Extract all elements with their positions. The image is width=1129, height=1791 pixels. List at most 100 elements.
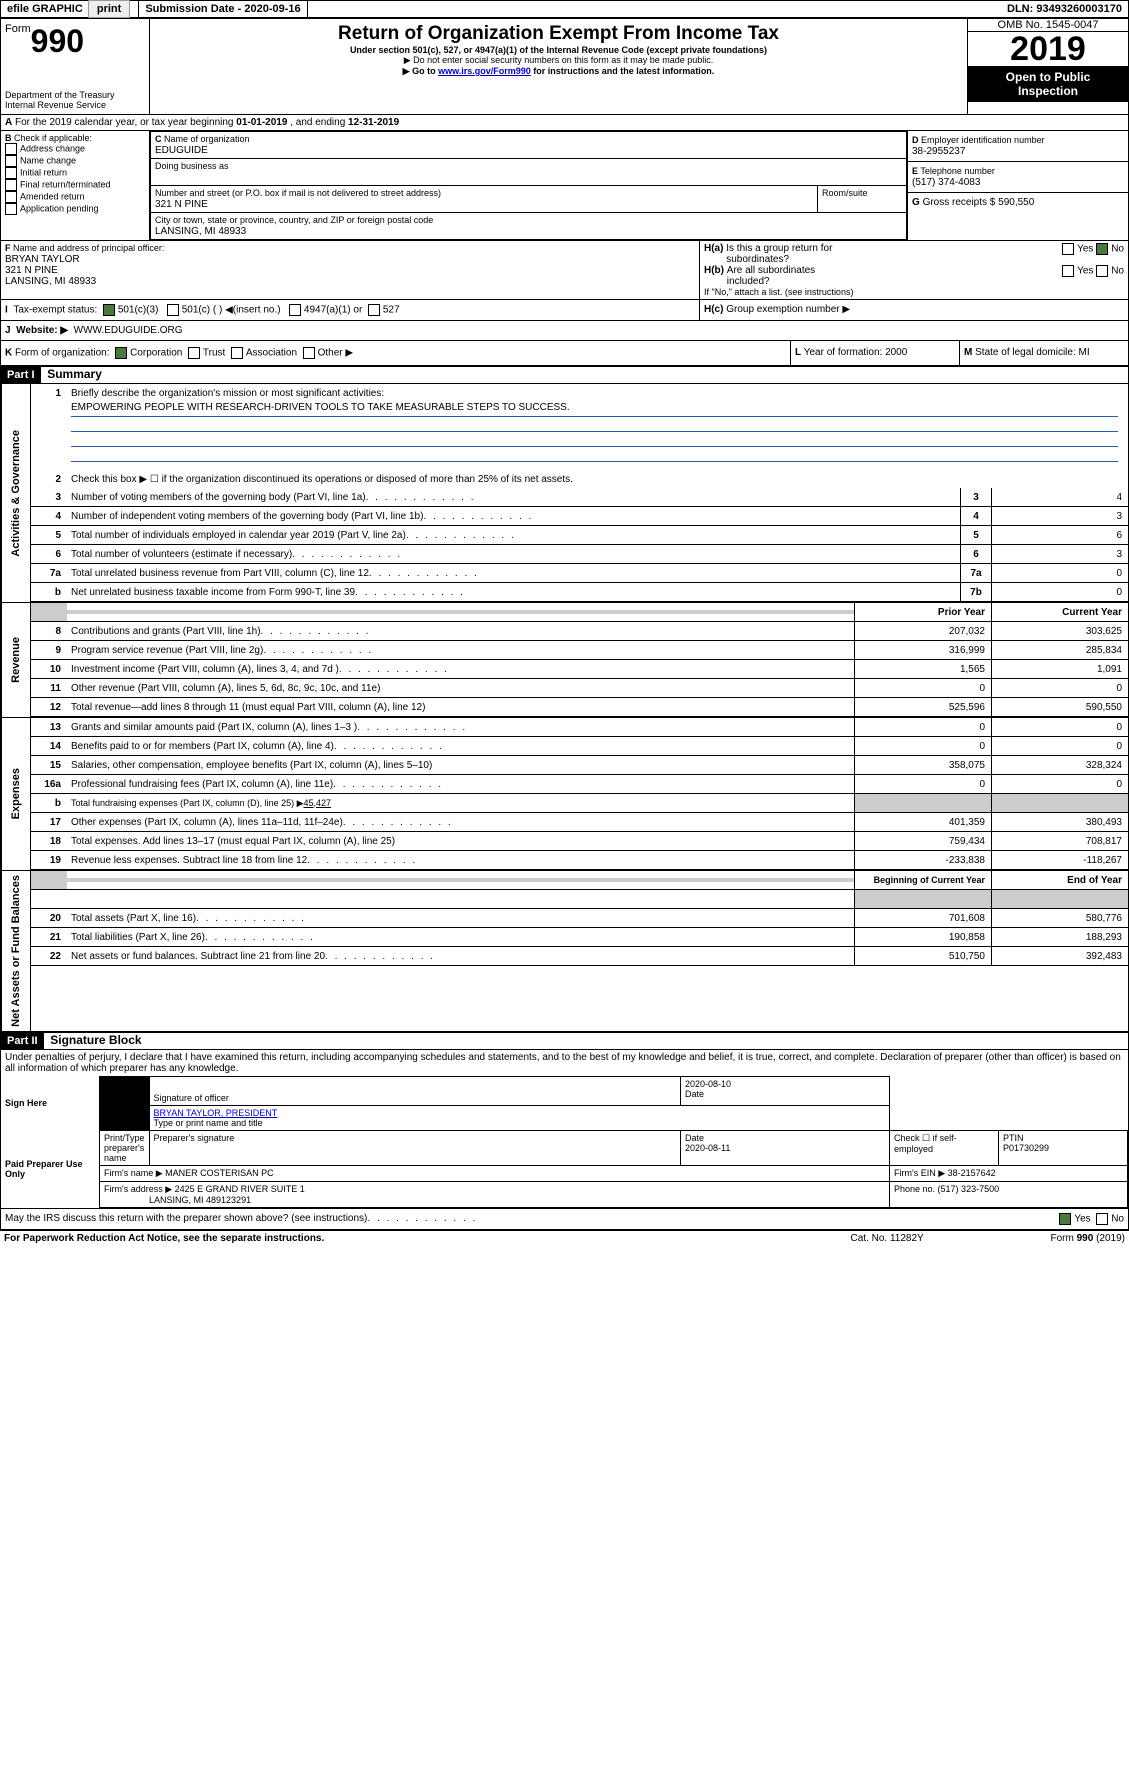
- cb-ha-no[interactable]: [1096, 243, 1108, 255]
- sidebar-expenses: Expenses: [8, 764, 24, 823]
- val-5: 6: [991, 526, 1128, 544]
- line-19: Revenue less expenses. Subtract line 18 …: [67, 853, 854, 868]
- cb-501c[interactable]: [167, 304, 179, 316]
- officer-sig-name[interactable]: BRYAN TAYLOR, PRESIDENT: [154, 1108, 278, 1118]
- r8-curr: 303,625: [991, 622, 1128, 640]
- cb-hb-no[interactable]: [1096, 265, 1108, 277]
- val-6: 3: [991, 545, 1128, 563]
- irs-label: Internal Revenue Service: [5, 100, 145, 110]
- n22-prior: 510,750: [854, 947, 991, 965]
- sidebar-revenue: Revenue: [8, 633, 24, 687]
- form-header: Form990 Department of the Treasury Inter…: [1, 19, 1128, 115]
- open-public: Open to PublicInspection: [968, 66, 1128, 102]
- r12-curr: 590,550: [991, 698, 1128, 716]
- phone: (517) 374-4083: [912, 177, 980, 188]
- cb-ha-yes[interactable]: [1062, 243, 1074, 255]
- e17-curr: 380,493: [991, 813, 1128, 831]
- e18-prior: 759,434: [854, 832, 991, 850]
- hdr-beginning: Beginning of Current Year: [854, 871, 991, 889]
- e19-curr: -118,267: [991, 851, 1128, 869]
- val-7a: 0: [991, 564, 1128, 582]
- r11-prior: 0: [854, 679, 991, 697]
- line-13: Grants and similar amounts paid (Part IX…: [67, 720, 854, 735]
- hdr-current: Current Year: [991, 603, 1128, 621]
- cb-final[interactable]: [5, 179, 17, 191]
- cb-address[interactable]: [5, 143, 17, 155]
- e16-prior: 0: [854, 775, 991, 793]
- ein: 38-2955237: [912, 146, 965, 157]
- cb-hb-yes[interactable]: [1062, 265, 1074, 277]
- box-m: M State of legal domicile: MI: [959, 341, 1128, 365]
- line-7a: Total unrelated business revenue from Pa…: [67, 566, 960, 581]
- line-a: A For the 2019 calendar year, or tax yea…: [1, 115, 1128, 131]
- footer: For Paperwork Reduction Act Notice, see …: [0, 1230, 1129, 1246]
- cb-pending[interactable]: [5, 203, 17, 215]
- line-15: Salaries, other compensation, employee b…: [67, 758, 854, 773]
- cb-discuss-no[interactable]: [1096, 1213, 1108, 1225]
- officer-city: LANSING, MI 48933: [5, 276, 96, 287]
- print-button[interactable]: print: [88, 0, 130, 18]
- website: WWW.EDUGUIDE.ORG: [74, 325, 183, 336]
- line-7b: Net unrelated business taxable income fr…: [67, 585, 960, 600]
- val-7b: 0: [991, 583, 1128, 601]
- line-4: Number of independent voting members of …: [67, 509, 960, 524]
- section-netassets: Net Assets or Fund Balances Beginning of…: [1, 871, 1128, 1032]
- box-k: K Form of organization: Corporation Trus…: [1, 341, 790, 365]
- cb-initial[interactable]: [5, 167, 17, 179]
- section-activities: Activities & Governance 1Briefly describ…: [1, 384, 1128, 603]
- tax-year: 2019: [968, 32, 1128, 66]
- preparer-name-lbl: Print/Type preparer's name: [100, 1130, 150, 1165]
- sidebar-activities: Activities & Governance: [8, 426, 24, 561]
- e14-curr: 0: [991, 737, 1128, 755]
- e13-prior: 0: [854, 718, 991, 736]
- section-expenses: Expenses 13Grants and similar amounts pa…: [1, 718, 1128, 871]
- paid-preparer: Paid Preparer Use Only: [1, 1130, 100, 1207]
- firm-addr1: 2425 E GRAND RIVER SUITE 1: [175, 1184, 305, 1194]
- hdr-prior: Prior Year: [854, 603, 991, 621]
- gross-receipts: 590,550: [998, 197, 1034, 208]
- cb-discuss-yes[interactable]: [1059, 1213, 1071, 1225]
- cb-4947[interactable]: [289, 304, 301, 316]
- line-1: Briefly describe the organization's miss…: [67, 386, 1128, 401]
- n22-curr: 392,483: [991, 947, 1128, 965]
- line-2: Check this box ▶ ☐ if the organization d…: [67, 472, 1128, 487]
- cb-other[interactable]: [303, 347, 315, 359]
- cb-assoc[interactable]: [231, 347, 243, 359]
- line-9: Program service revenue (Part VIII, line…: [67, 643, 854, 658]
- line-14: Benefits paid to or for members (Part IX…: [67, 739, 854, 754]
- form-title: Return of Organization Exempt From Incom…: [154, 23, 963, 45]
- e13-curr: 0: [991, 718, 1128, 736]
- r8-prior: 207,032: [854, 622, 991, 640]
- box-f: F Name and address of principal officer:…: [1, 241, 700, 299]
- section-klm: K Form of organization: Corporation Trus…: [1, 341, 1128, 366]
- line-8: Contributions and grants (Part VIII, lin…: [67, 624, 854, 639]
- signature-table: Sign Here Signature of officer 2020-08-1…: [1, 1076, 1128, 1208]
- subtitle-1: Under section 501(c), 527, or 4947(a)(1)…: [154, 45, 963, 55]
- cb-corp[interactable]: [115, 347, 127, 359]
- r10-prior: 1,565: [854, 660, 991, 678]
- cb-name[interactable]: [5, 155, 17, 167]
- cb-527[interactable]: [368, 304, 380, 316]
- line-17: Other expenses (Part IX, column (A), lin…: [67, 815, 854, 830]
- box-b: B Check if applicable: Address change Na…: [1, 131, 150, 240]
- line-16a: Professional fundraising fees (Part IX, …: [67, 777, 854, 792]
- top-bar: efile GRAPHIC print Submission Date - 20…: [0, 0, 1129, 18]
- n20-curr: 580,776: [991, 909, 1128, 927]
- section-f-h: F Name and address of principal officer:…: [1, 240, 1128, 299]
- form-word: Form: [5, 23, 31, 35]
- r10-curr: 1,091: [991, 660, 1128, 678]
- cb-trust[interactable]: [188, 347, 200, 359]
- subtitle-2: Do not enter social security numbers on …: [154, 55, 963, 66]
- cb-501c3[interactable]: [103, 304, 115, 316]
- goto-prefix: Go to: [403, 66, 438, 76]
- line-10: Investment income (Part VIII, column (A)…: [67, 662, 854, 677]
- efile-label: efile GRAPHIC print: [1, 1, 139, 17]
- preparer-sig-lbl: Preparer's signature: [149, 1130, 680, 1165]
- line-12: Total revenue—add lines 8 through 11 (mu…: [67, 700, 854, 715]
- cb-amended[interactable]: [5, 191, 17, 203]
- irs-link[interactable]: www.irs.gov/Form990: [438, 66, 531, 76]
- box-j: J Website: ▶ WWW.EDUGUIDE.ORG: [1, 320, 1128, 341]
- e19-prior: -233,838: [854, 851, 991, 869]
- line-5: Total number of individuals employed in …: [67, 528, 960, 543]
- e15-prior: 358,075: [854, 756, 991, 774]
